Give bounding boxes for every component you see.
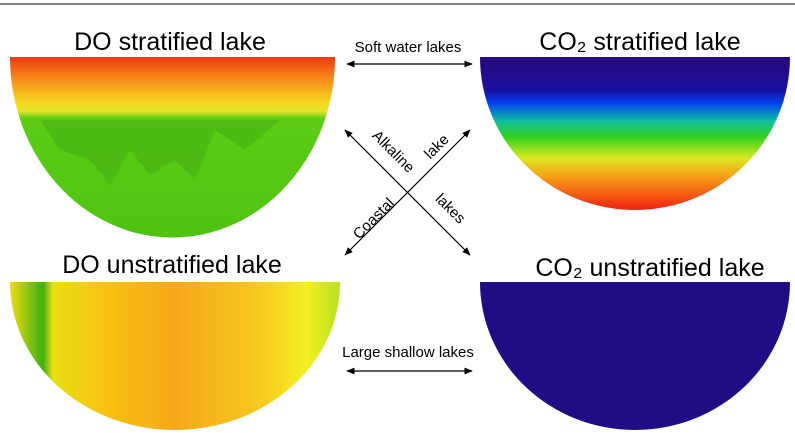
panel-title: CO₂ stratified lake [539, 28, 740, 56]
panel-title: DO stratified lake [74, 28, 266, 56]
connection-label: Soft water lakes [355, 39, 462, 56]
diagram: DO stratified lake CO₂ stratified lake D… [0, 0, 795, 433]
do-unstratified-image [10, 282, 340, 430]
connection-label: lake [421, 131, 452, 162]
co2-unstratified-image [480, 282, 790, 430]
panel-title: CO₂ unstratified lake [535, 254, 764, 282]
co2-stratified-image [480, 57, 790, 210]
connection-label: Large shallow lakes [342, 344, 474, 361]
connection-label: Coastal [350, 195, 398, 243]
panel-title: DO unstratified lake [62, 251, 282, 279]
connection-label: Alkaline [369, 127, 418, 176]
